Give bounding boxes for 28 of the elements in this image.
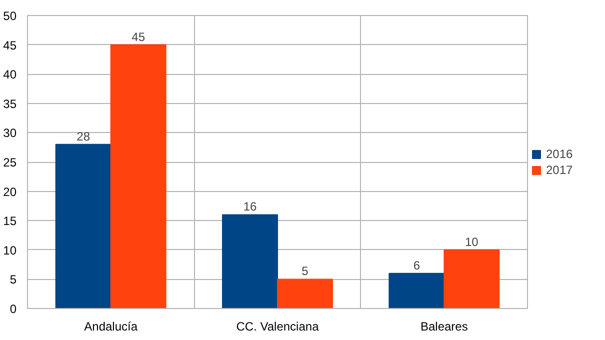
- y-tick-label: 20: [3, 184, 17, 199]
- y-tick-label: 30: [3, 126, 17, 140]
- y-tick-label: 25: [3, 156, 17, 170]
- data-label: 5: [302, 264, 309, 278]
- y-tick-label: 5: [10, 272, 17, 287]
- x-tick-label: Andalucía: [84, 320, 138, 334]
- bar: [388, 272, 445, 308]
- bar: [55, 144, 112, 308]
- data-label: 45: [132, 30, 146, 44]
- bar: [222, 214, 278, 308]
- y-tick-label: 15: [3, 214, 17, 228]
- data-label: 10: [464, 234, 479, 249]
- bar: [277, 278, 333, 308]
- y-tick-label: 0: [10, 302, 17, 316]
- x-tick-label: CC. Valenciana: [236, 320, 320, 334]
- bar: [110, 44, 166, 308]
- y-tick-label: 50: [3, 9, 17, 23]
- legend-label: 2016: [546, 146, 573, 160]
- y-tick-label: 45: [3, 38, 17, 52]
- bar: [444, 249, 500, 308]
- data-label: 28: [76, 129, 90, 144]
- legend-label: 2017: [546, 162, 573, 176]
- y-tick-label: 10: [3, 243, 17, 258]
- y-tick-label: 40: [3, 68, 17, 82]
- data-label: 16: [243, 200, 257, 214]
- data-label: 6: [413, 258, 420, 272]
- x-tick-label: Baleares: [420, 320, 468, 334]
- y-tick-label: 35: [3, 96, 17, 111]
